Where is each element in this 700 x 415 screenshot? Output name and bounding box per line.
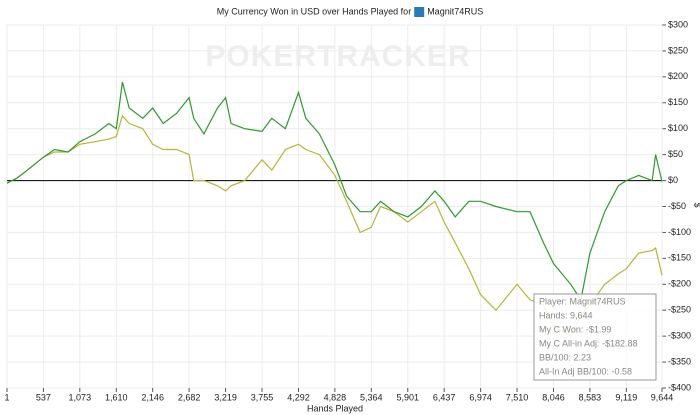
x-tick-label: 1,610 xyxy=(105,392,128,402)
x-tick-label: 2,682 xyxy=(178,392,201,402)
x-tick-label: 5,901 xyxy=(396,392,419,402)
y-axis-label: $ xyxy=(693,202,700,207)
x-tick-label: 3,219 xyxy=(214,392,237,402)
tooltip-line: My C All-in Adj: -$182.88 xyxy=(539,338,638,348)
x-tick-label: 9,644 xyxy=(651,392,674,402)
x-tick-label: 8,583 xyxy=(579,392,602,402)
x-tick-label: 6,437 xyxy=(433,392,456,402)
y-tick-label: -$250 xyxy=(668,305,691,315)
y-tick-label: -$50 xyxy=(668,201,686,211)
player-name: Magnit74RUS xyxy=(427,6,483,16)
tooltip: Player: Magnit74RUS Hands: 9,644 My C Won:… xyxy=(533,293,657,381)
y-tick-label: $150 xyxy=(668,97,688,107)
y-tick-label: $200 xyxy=(668,71,688,81)
tooltip-line: Player: Magnit74RUS xyxy=(539,296,626,306)
title-group: My Currency Won in USD over Hands Played… xyxy=(217,6,483,17)
y-tick-label: -$400 xyxy=(668,382,691,392)
tooltip-line: Hands: 9,644 xyxy=(539,310,593,320)
x-tick-label: 3,755 xyxy=(251,392,274,402)
x-tick-label: 8,046 xyxy=(542,392,565,402)
y-tick-label: -$100 xyxy=(668,227,691,237)
y-tick-label: $100 xyxy=(668,123,688,133)
y-tick-label: $50 xyxy=(668,149,683,159)
site-icon xyxy=(414,7,425,17)
y-tick-label: $250 xyxy=(668,45,688,55)
x-tick-label: 4,292 xyxy=(287,392,310,402)
x-tick-label: 537 xyxy=(36,392,51,402)
x-tick-label: 7,510 xyxy=(506,392,529,402)
y-tick-label: -$350 xyxy=(668,356,691,366)
y-tick-label: -$200 xyxy=(668,279,691,289)
tooltip-line: All-In Adj BB/100: -0.58 xyxy=(539,366,632,376)
tooltip-line: BB/100: 2.23 xyxy=(539,352,591,362)
tooltip-line: My C Won: -$1.99 xyxy=(539,324,611,334)
watermark: POKERTRACKER xyxy=(205,40,470,73)
tooltip-box xyxy=(533,293,657,381)
x-tick-label: 1 xyxy=(4,392,9,402)
x-tick-label: 1,073 xyxy=(69,392,92,402)
series-line xyxy=(6,81,663,302)
x-axis-label: Hands Played xyxy=(307,403,363,413)
y-tick-label: -$300 xyxy=(668,331,691,341)
x-tick-label: 9,119 xyxy=(615,392,637,402)
y-tick-label: $0 xyxy=(668,175,678,185)
x-tick-label: 2,146 xyxy=(141,392,164,402)
chart-title: My Currency Won in USD over Hands Played… xyxy=(217,6,411,16)
y-tick-label: -$150 xyxy=(668,253,691,263)
x-tick-label: 4,828 xyxy=(324,392,347,402)
x-tick-label: 6,974 xyxy=(469,392,492,402)
x-tick-label: 5,364 xyxy=(360,392,383,402)
y-tick-label: $300 xyxy=(668,19,688,29)
